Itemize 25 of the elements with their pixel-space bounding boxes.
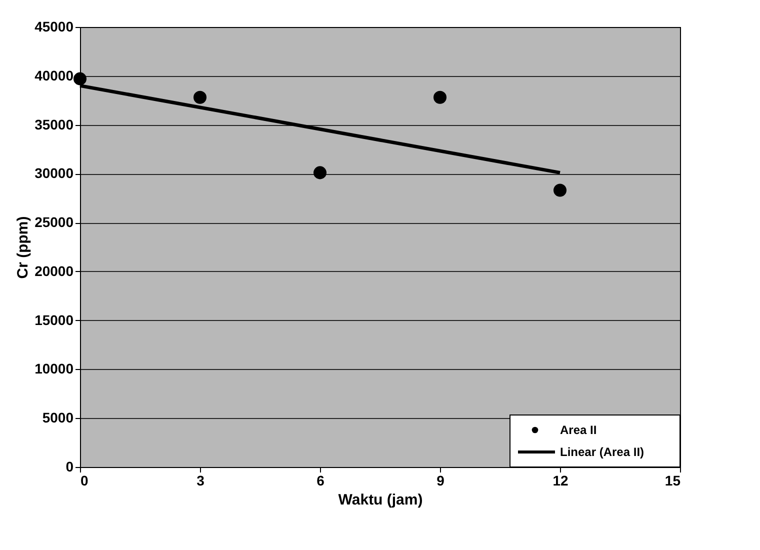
x-tick-label: 15 bbox=[664, 472, 681, 488]
y-tick-label: 20000 bbox=[34, 262, 74, 279]
point bbox=[73, 72, 87, 86]
y-tick-label: 45000 bbox=[34, 18, 74, 34]
x-tick-label: 9 bbox=[436, 472, 445, 488]
y-tick-label: 30000 bbox=[34, 165, 74, 182]
legend-label: Linear (Area II) bbox=[560, 445, 644, 459]
point bbox=[313, 166, 327, 180]
point bbox=[553, 184, 567, 197]
x-tick-label: 6 bbox=[316, 472, 325, 488]
x-tick-label: 0 bbox=[80, 472, 88, 488]
y-tick-label: 10000 bbox=[34, 360, 74, 377]
y-axis-title: Cr (ppm) bbox=[14, 216, 32, 279]
x-axis-title: Waktu (jam) bbox=[338, 492, 423, 508]
point bbox=[433, 90, 447, 104]
point bbox=[193, 90, 207, 104]
x-tick-label: 12 bbox=[552, 472, 568, 488]
legend-label: Area II bbox=[560, 423, 597, 437]
y-tick-label: 40000 bbox=[34, 67, 74, 84]
y-tick-label: 0 bbox=[66, 458, 74, 474]
x-tick-label: 3 bbox=[196, 472, 205, 488]
y-tick-label: 25000 bbox=[34, 214, 74, 230]
y-tick-label: 15000 bbox=[34, 312, 74, 328]
y-tick-label: 5000 bbox=[42, 410, 74, 426]
y-tick-label: 35000 bbox=[34, 116, 74, 132]
